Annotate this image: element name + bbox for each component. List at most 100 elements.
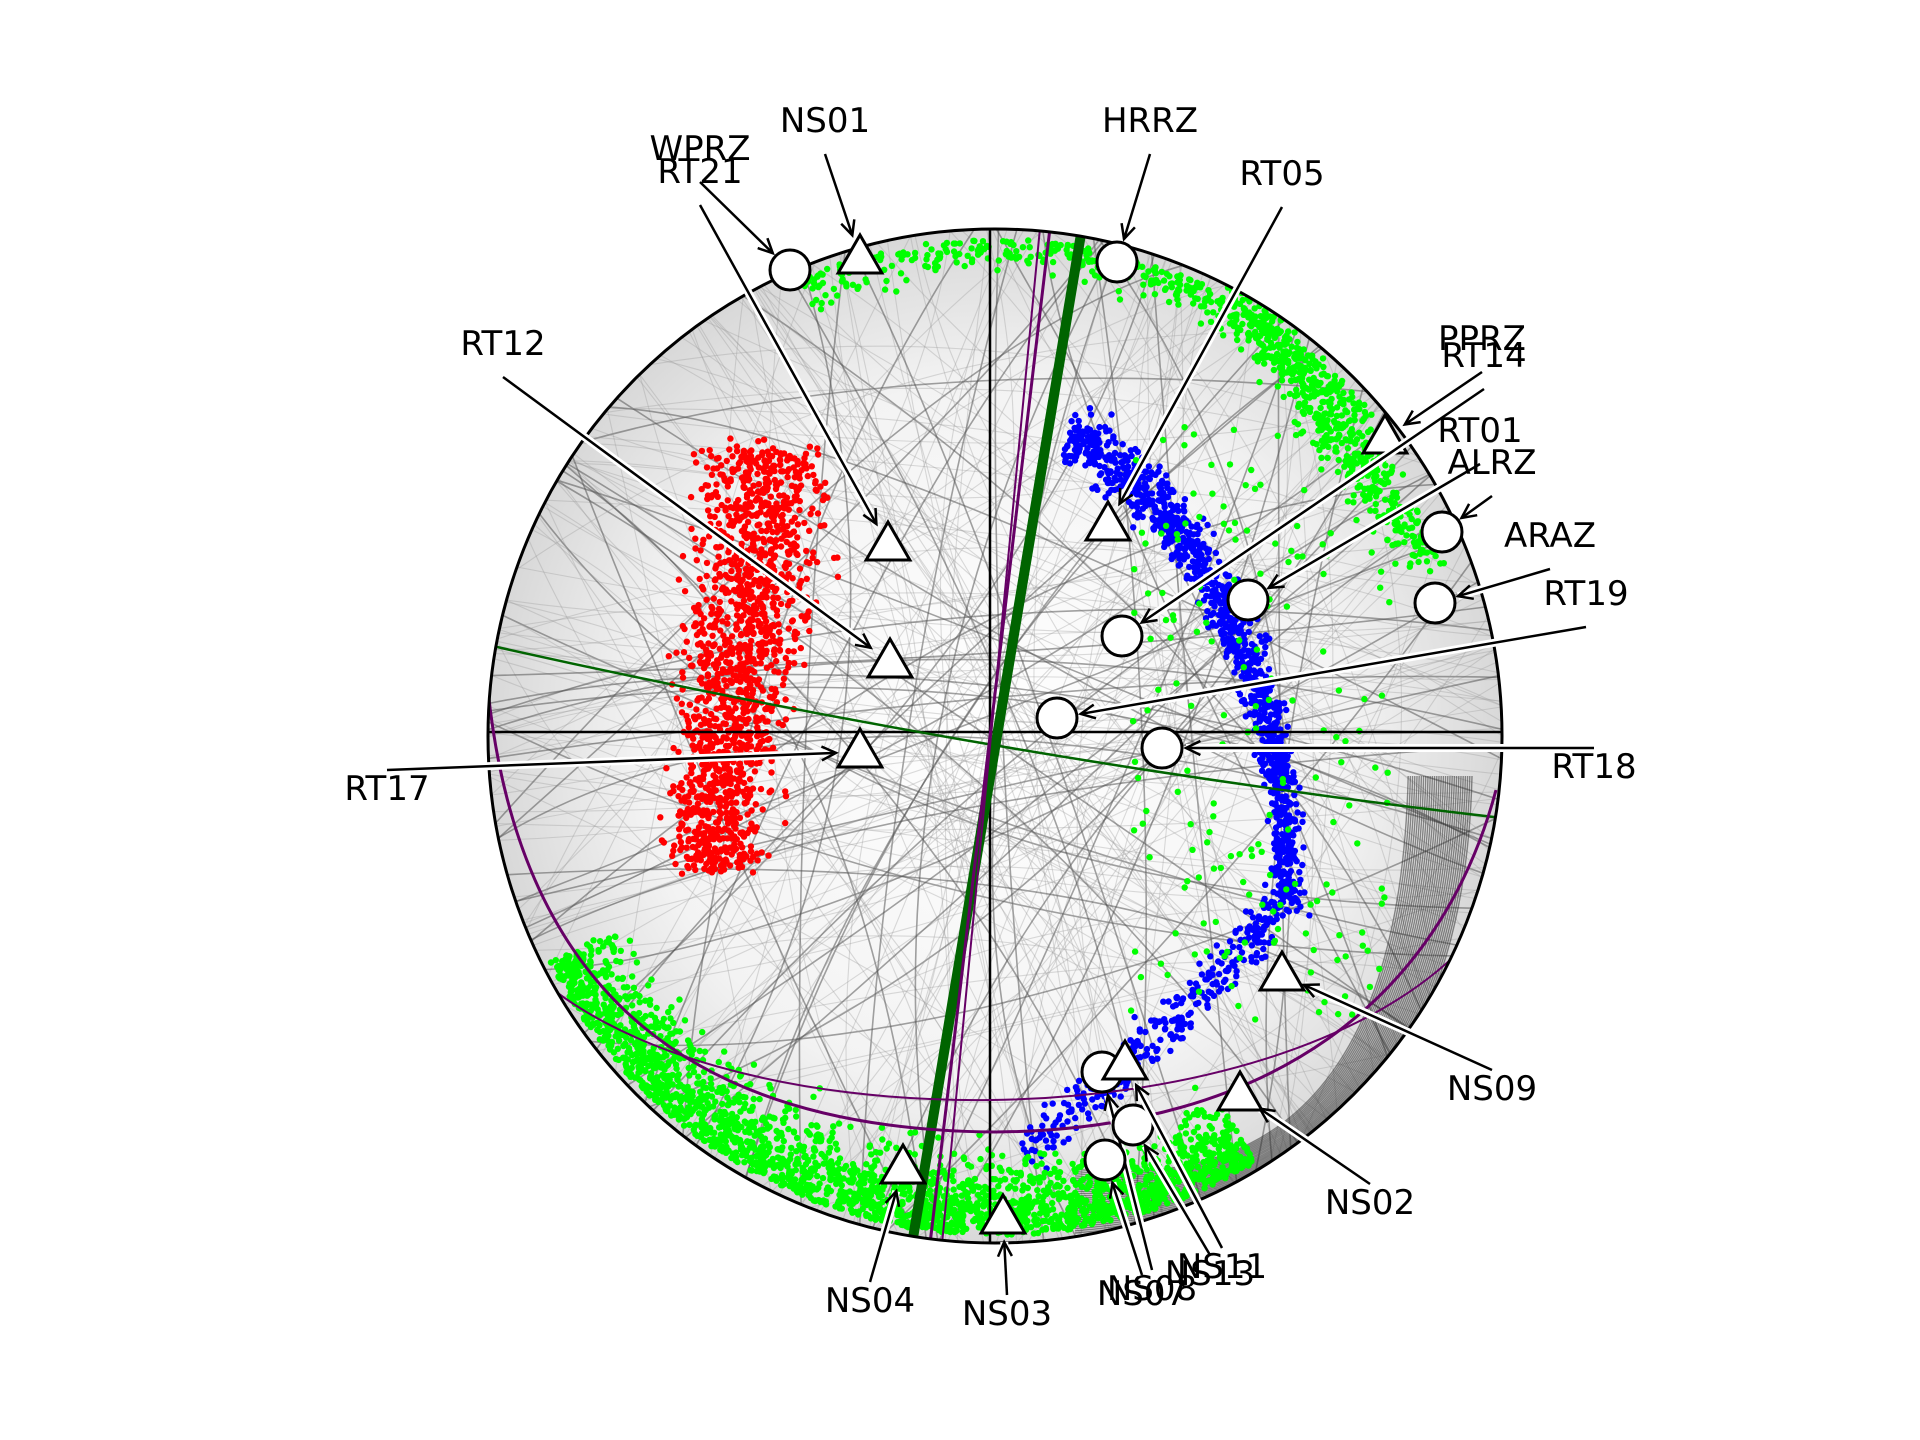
axis-point xyxy=(792,635,799,643)
axis-point xyxy=(814,451,822,458)
axis-point xyxy=(1275,714,1282,721)
axis-point xyxy=(1247,660,1255,667)
axis-point xyxy=(718,695,725,703)
axis-point xyxy=(1141,1052,1149,1059)
background-curve xyxy=(939,229,1063,1239)
axis-point xyxy=(1279,878,1287,885)
background-curve xyxy=(760,285,1332,1117)
background-curve xyxy=(493,651,1496,813)
axis-point xyxy=(1117,1093,1124,1100)
background-curve xyxy=(1119,244,1398,1046)
axis-point xyxy=(968,258,976,266)
axis-point xyxy=(743,720,750,727)
background-curve xyxy=(609,406,1502,760)
axis-point xyxy=(814,1131,822,1138)
axis-point xyxy=(1049,272,1056,279)
axis-point xyxy=(742,571,749,578)
axis-point xyxy=(737,840,744,847)
axis-point xyxy=(684,862,691,870)
axis-point xyxy=(1301,392,1308,400)
axis-point xyxy=(1168,518,1175,525)
axis-point xyxy=(1284,860,1291,867)
axis-point xyxy=(630,1023,638,1030)
axis-point xyxy=(1137,1042,1144,1050)
background-curve xyxy=(659,354,1361,1089)
axis-point xyxy=(1248,954,1255,961)
axis-point xyxy=(979,238,987,245)
axis-point xyxy=(670,744,677,752)
axis-point xyxy=(717,794,724,802)
axis-point xyxy=(766,560,773,567)
axis-point xyxy=(749,606,756,613)
axis-point xyxy=(698,819,705,826)
axis-point xyxy=(690,787,697,794)
axis-point xyxy=(728,567,735,575)
axis-point xyxy=(752,801,759,808)
axis-point xyxy=(1151,291,1159,298)
axis-point xyxy=(719,1100,726,1108)
axis-point xyxy=(787,531,794,538)
axis-point xyxy=(1401,539,1408,546)
axis-point xyxy=(1317,404,1324,412)
axis-point xyxy=(687,779,694,786)
axis-point xyxy=(734,768,741,776)
axis-point xyxy=(697,781,704,788)
axis-point xyxy=(1075,1101,1083,1109)
background-curve xyxy=(947,420,1393,1242)
axis-point xyxy=(1233,316,1240,323)
axis-point xyxy=(928,246,935,253)
axis-point xyxy=(1314,390,1321,397)
axis-point xyxy=(757,620,764,628)
axis-point xyxy=(1174,1026,1181,1033)
axis-point xyxy=(728,575,735,582)
axis-point xyxy=(1274,795,1281,802)
axis-point xyxy=(1062,458,1069,466)
axis-point xyxy=(1130,524,1137,531)
axis-point xyxy=(684,805,692,813)
axis-point xyxy=(1133,503,1141,511)
axis-point xyxy=(742,590,749,598)
axis-point xyxy=(1096,450,1103,457)
axis-point xyxy=(766,735,773,743)
axis-point xyxy=(771,668,778,675)
axis-point xyxy=(1262,953,1269,960)
axis-point xyxy=(1185,276,1193,283)
axis-point xyxy=(1321,410,1328,417)
background-curve xyxy=(838,253,959,1242)
axis-point xyxy=(704,734,711,742)
axis-point xyxy=(1229,943,1237,950)
axis-point xyxy=(796,565,804,572)
axis-point xyxy=(1151,1143,1158,1150)
axis-point xyxy=(1166,273,1173,280)
axis-point xyxy=(782,716,790,723)
axis-point xyxy=(720,632,727,639)
axis-point xyxy=(1197,550,1204,557)
axis-point xyxy=(1259,925,1267,932)
axis-point xyxy=(839,276,846,283)
axis-point xyxy=(1306,376,1313,383)
background-curve xyxy=(912,328,1298,1237)
axis-point xyxy=(1185,536,1193,543)
axis-point xyxy=(739,474,747,481)
axis-point xyxy=(854,285,861,292)
axis-point xyxy=(1408,524,1416,531)
axis-point xyxy=(727,844,734,851)
axis-point xyxy=(787,547,794,555)
axis-point xyxy=(716,645,723,652)
axis-point xyxy=(690,451,698,458)
axis-point xyxy=(1078,436,1085,443)
axis-point xyxy=(694,800,702,807)
axis-point xyxy=(1381,496,1389,503)
axis-point xyxy=(1372,507,1379,514)
axis-point xyxy=(1160,495,1168,503)
axis-point xyxy=(679,552,687,560)
axis-point xyxy=(1224,1113,1231,1120)
axis-point xyxy=(721,677,728,684)
axis-point xyxy=(735,864,742,871)
axis-point xyxy=(1296,889,1304,897)
axis-point xyxy=(773,612,781,619)
axis-point xyxy=(719,687,726,695)
axis-point xyxy=(1181,496,1189,503)
axis-point xyxy=(775,628,783,636)
axis-point xyxy=(1085,1115,1093,1122)
